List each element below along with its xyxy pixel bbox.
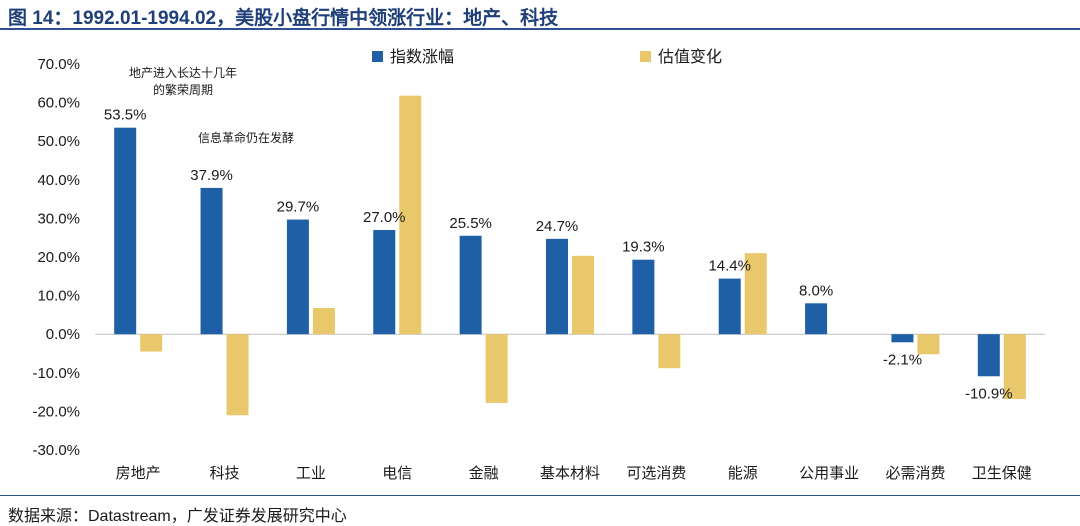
bar-index-gain (200, 187, 223, 335)
y-tick-label: 10.0% (37, 288, 80, 305)
data-label: 53.5% (104, 107, 147, 124)
data-label: -10.9% (965, 385, 1013, 402)
source-bar: 数据来源：Datastream，广发证券发展研究中心 (0, 495, 1080, 525)
y-tick-label: 40.0% (37, 172, 80, 189)
bar-valuation-change (572, 255, 594, 335)
legend-label-index-gain: 指数涨幅 (390, 48, 454, 66)
bar-index-gain (373, 229, 396, 335)
category-label: 工业 (296, 465, 326, 482)
bar-index-gain (718, 278, 741, 335)
bar-valuation-change (658, 334, 681, 369)
y-tick-label: 50.0% (37, 133, 80, 150)
bar-index-gain (891, 334, 914, 343)
data-label: -2.1% (883, 351, 922, 368)
y-tick-label: 0.0% (46, 326, 80, 343)
annotation-realestate-line2: 的繁荣周期 (153, 82, 213, 97)
data-label: 29.7% (277, 199, 320, 216)
bar-index-gain (546, 238, 568, 335)
bar-valuation-change (744, 253, 767, 335)
annotation-realestate-line1: 地产进入长达十几年 (129, 66, 237, 80)
y-tick-label: 60.0% (37, 95, 80, 112)
category-label: 金融 (469, 465, 499, 482)
category-label: 卫生保健 (972, 465, 1032, 482)
bar-valuation-change (1003, 334, 1026, 400)
category-label: 房地产 (116, 465, 161, 482)
legend-swatch-valuation-change (640, 51, 651, 62)
chart-area: 70.0% 60.0% 50.0% 40.0% 30.0% 20.0% 10.0% 0.0% -… (0, 30, 1080, 495)
source-note: 数据来源：Datastream，广发证券发展研究中心 (8, 508, 347, 525)
data-label: 19.3% (622, 239, 665, 256)
category-label: 基本材料 (540, 465, 600, 482)
bar-valuation-change (140, 334, 163, 352)
bar-index-gain (632, 259, 655, 335)
bar-index-gain (114, 127, 137, 335)
y-tick-label: -20.0% (32, 403, 80, 420)
bar-index-gain (459, 235, 482, 335)
y-tick-label: 20.0% (37, 249, 80, 266)
annotation-tech: 信息革命仍在发酵 (198, 130, 294, 145)
category-label: 能源 (728, 465, 758, 482)
category-label: 必需消费 (885, 465, 945, 482)
y-tick-label: 70.0% (37, 56, 80, 73)
category-label: 电信 (382, 465, 412, 482)
data-label: 24.7% (536, 218, 579, 235)
y-tick-label: -30.0% (32, 442, 80, 459)
bar-valuation-change (226, 334, 249, 416)
y-tick-label: -10.0% (32, 365, 80, 382)
data-label: 27.0% (363, 209, 406, 226)
data-label: 25.5% (449, 215, 492, 232)
data-label: 37.9% (190, 167, 233, 184)
data-label: 14.4% (708, 258, 751, 275)
bar-valuation-change (917, 334, 940, 355)
legend-label-valuation-change: 估值变化 (658, 48, 722, 66)
bar-chart: 70.0% 60.0% 50.0% 40.0% 30.0% 20.0% 10.0% 0.0% -… (32, 48, 1045, 482)
category-label: 公用事业 (799, 465, 859, 482)
bar-index-gain (977, 334, 1000, 377)
chart-title: 图 14：1992.01-1994.02，美股小盘行情中领涨行业：地产、科技 (8, 8, 559, 29)
y-tick-label: 30.0% (37, 210, 80, 227)
bar-valuation-change (312, 307, 335, 335)
category-label: 科技 (210, 465, 240, 482)
bar-valuation-change (485, 334, 508, 403)
data-label: 8.0% (799, 282, 833, 299)
category-label: 可选消费 (626, 465, 686, 482)
legend-swatch-index-gain (372, 51, 383, 62)
bar-valuation-change (399, 95, 422, 335)
bar-index-gain (805, 303, 828, 335)
bar-index-gain (286, 219, 309, 335)
title-bar: 图 14：1992.01-1994.02，美股小盘行情中领涨行业：地产、科技 (0, 0, 1080, 30)
